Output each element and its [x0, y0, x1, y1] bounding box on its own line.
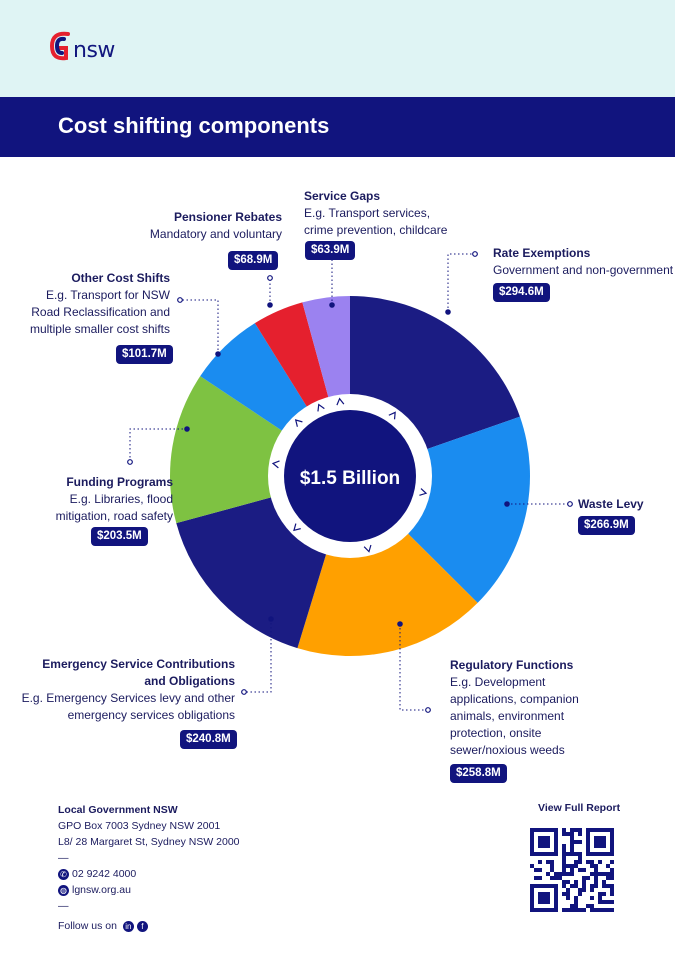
- pensioner-title: Pensioner Rebates: [173, 210, 282, 224]
- view-report-label[interactable]: View Full Report: [538, 802, 621, 814]
- rate-title: Rate Exemptions: [493, 246, 591, 260]
- regulatory-desc-4: protection, onsite: [450, 726, 542, 740]
- leader-dot: [445, 309, 451, 315]
- center-arrow-icon: [388, 411, 396, 420]
- center-arrow-icon: [336, 397, 345, 406]
- footer-divider-2: —: [58, 900, 69, 912]
- pill-waste-levy: $266.9M: [578, 516, 635, 535]
- footer-divider-1: —: [58, 852, 69, 864]
- service-gaps-title: Service Gaps: [304, 189, 381, 203]
- pill-service-gaps: $63.9M: [305, 241, 356, 260]
- leader-line: [244, 619, 272, 693]
- leader-dot: [177, 297, 183, 303]
- label-rate-exemptions: Rate Exemptions Government and non-gover…: [493, 245, 673, 279]
- top-banner: nsw: [0, 0, 675, 97]
- center-arrow-icon: [317, 403, 325, 412]
- footer-phone-text: 02 9242 4000: [72, 868, 137, 880]
- phone-icon: ✆: [58, 868, 69, 880]
- regulatory-desc-3: animals, environment: [450, 709, 565, 723]
- footer-web-text: lgnsw.org.au: [72, 884, 131, 896]
- emergency-desc-1: E.g. Emergency Services levy and other: [21, 691, 235, 705]
- leader-dot: [397, 621, 403, 627]
- rate-desc: Government and non-government: [493, 263, 674, 277]
- regulatory-desc-2: applications, companion: [450, 692, 579, 706]
- leader-dot: [241, 689, 247, 695]
- other-desc-2: Road Reclassification and: [31, 305, 170, 319]
- emergency-title-2: and Obligations: [144, 674, 235, 688]
- pensioner-desc: Mandatory and voluntary: [149, 227, 282, 241]
- other-desc-3: multiple smaller cost shifts: [29, 322, 170, 336]
- pill-rate-exemptions: $294.6M: [493, 283, 550, 302]
- center-arrow-icon: [293, 523, 301, 532]
- leader-dot: [329, 302, 335, 308]
- leader-dot: [425, 707, 431, 713]
- center-arrow-icon: [271, 460, 280, 469]
- label-waste-levy: Waste Levy: [578, 496, 644, 513]
- center-arrow-icon: [363, 544, 372, 553]
- leader-dot: [267, 302, 273, 308]
- funding-desc-2: mitigation, road safety: [55, 509, 173, 523]
- center-total-label: $1.5 Billion: [300, 468, 400, 489]
- title-band: Cost shifting components: [0, 97, 675, 157]
- regulatory-desc-5: sewer/noxious weeds: [450, 743, 565, 757]
- pill-emergency-services: $240.8M: [180, 730, 237, 749]
- lgnsw-logo: nsw: [48, 30, 115, 62]
- logo-mark-icon: [49, 31, 70, 61]
- pill-other-cost-shifts: $101.7M: [116, 345, 173, 364]
- label-other-cost-shifts: Other Cost Shifts E.g. Transport for NSW…: [30, 270, 170, 338]
- label-regulatory-functions: Regulatory Functions E.g. Development ap…: [450, 657, 579, 759]
- qr-code-icon[interactable]: [530, 828, 614, 912]
- label-emergency-services: Emergency Service Contributions and Obli…: [22, 656, 235, 724]
- page-title: Cost shifting components: [58, 113, 330, 138]
- footer-contact: Local Government NSW GPO Box 7003 Sydney…: [58, 802, 240, 934]
- footer-address-2: L8/ 28 Margaret St, Sydney NSW 2000: [58, 836, 240, 848]
- leader-line: [129, 428, 187, 462]
- emergency-title-1: Emergency Service Contributions: [42, 657, 235, 671]
- leader-line: [447, 253, 475, 312]
- logo-text: nsw: [73, 38, 115, 63]
- other-desc-1: E.g. Transport for NSW: [45, 288, 170, 302]
- leader-dot: [472, 251, 478, 257]
- leader-dot: [215, 351, 221, 357]
- leader-dot: [567, 501, 573, 507]
- leader-dot: [504, 501, 510, 507]
- linkedin-icon[interactable]: in: [122, 920, 134, 932]
- label-service-gaps: Service Gaps E.g. Transport services, cr…: [304, 188, 447, 239]
- donut-chart: $1.5 Billion: [127, 251, 573, 713]
- emergency-desc-2: emergency services obligations: [67, 708, 235, 722]
- label-funding-programs: Funding Programs E.g. Libraries, flood m…: [56, 474, 173, 525]
- donut-center: [284, 410, 416, 542]
- label-pensioner-rebates: Pensioner Rebates Mandatory and voluntar…: [150, 209, 282, 243]
- service-gaps-desc-2: crime prevention, childcare: [304, 223, 448, 237]
- leader-line: [180, 299, 219, 354]
- leader-dot: [127, 459, 133, 465]
- center-arrow-icon: [294, 419, 303, 427]
- footer-web[interactable]: ◍ lgnsw.org.au: [58, 882, 240, 898]
- footer-address-1: GPO Box 7003 Sydney NSW 2001: [58, 820, 221, 832]
- globe-icon: ◍: [58, 884, 69, 896]
- footer-phone[interactable]: ✆ 02 9242 4000: [58, 866, 240, 882]
- regulatory-desc-1: E.g. Development: [450, 675, 546, 689]
- pill-pensioner-rebates: $68.9M: [228, 251, 279, 270]
- center-arrow-icon: [419, 488, 428, 496]
- leader-dot: [268, 616, 274, 622]
- regulatory-title: Regulatory Functions: [450, 658, 574, 672]
- funding-title: Funding Programs: [66, 475, 173, 489]
- footer-org: Local Government NSW: [58, 804, 178, 816]
- pill-regulatory-functions: $258.8M: [450, 764, 507, 783]
- waste-title: Waste Levy: [578, 497, 644, 511]
- leader-dot: [184, 426, 190, 432]
- leader-dot: [267, 275, 273, 281]
- other-title: Other Cost Shifts: [71, 271, 170, 285]
- leader-line: [399, 624, 428, 711]
- facebook-icon[interactable]: f: [136, 920, 148, 932]
- service-gaps-desc-1: E.g. Transport services,: [304, 206, 431, 220]
- pill-funding-programs: $203.5M: [91, 527, 148, 546]
- footer-follow-text: Follow us on: [58, 920, 117, 932]
- footer-social: Follow us on in f: [58, 918, 240, 934]
- funding-desc-1: E.g. Libraries, flood: [69, 492, 173, 506]
